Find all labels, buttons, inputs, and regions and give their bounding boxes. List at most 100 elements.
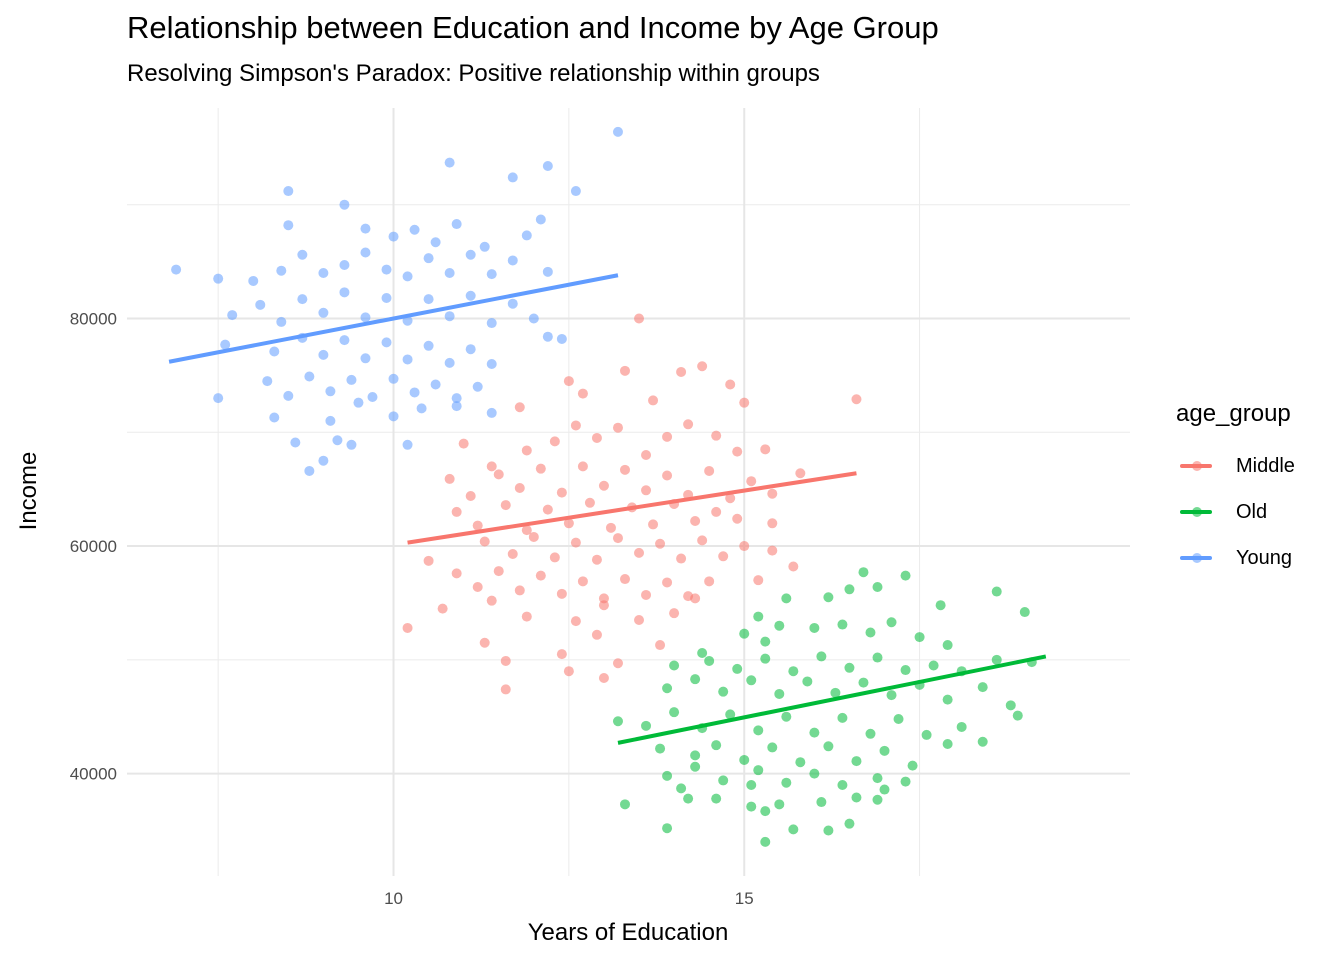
- data-point-middle: [493, 566, 504, 577]
- data-point-old: [872, 794, 883, 805]
- data-point-middle: [556, 649, 567, 660]
- data-point-middle: [549, 552, 560, 563]
- data-point-middle: [535, 570, 546, 581]
- trend-line-old: [617, 654, 1047, 745]
- data-point-old: [907, 760, 918, 771]
- data-point-middle: [619, 464, 630, 475]
- data-point-middle: [612, 533, 623, 544]
- data-point-old: [942, 640, 953, 651]
- data-point-old: [809, 727, 820, 738]
- data-point-old: [690, 750, 701, 761]
- data-point-old: [774, 688, 785, 699]
- data-point-middle: [563, 666, 574, 677]
- data-point-middle: [542, 504, 553, 515]
- data-point-old: [753, 611, 764, 622]
- data-point-old: [991, 654, 1002, 665]
- legend-item-old: Old: [1176, 497, 1267, 527]
- data-point-middle: [402, 622, 413, 633]
- data-point-young: [423, 253, 434, 264]
- data-point-old: [844, 818, 855, 829]
- data-point-young: [465, 249, 476, 260]
- data-point-middle: [655, 640, 666, 651]
- data-point-young: [360, 247, 371, 258]
- data-point-middle: [760, 444, 771, 455]
- data-point-middle: [619, 574, 630, 585]
- data-point-old: [886, 617, 897, 628]
- data-point-middle: [563, 376, 574, 387]
- data-point-old: [697, 647, 708, 658]
- data-point-middle: [641, 589, 652, 600]
- data-point-old: [683, 793, 694, 804]
- data-point-young: [220, 339, 231, 350]
- data-point-middle: [493, 469, 504, 480]
- data-point-old: [612, 716, 623, 727]
- data-point-old: [1019, 607, 1030, 618]
- data-point-middle: [753, 575, 764, 586]
- data-point-young: [269, 412, 280, 423]
- data-point-old: [690, 761, 701, 772]
- data-point-young: [318, 349, 329, 360]
- data-point-young: [304, 465, 315, 476]
- data-point-middle: [725, 493, 736, 504]
- data-point-old: [711, 740, 722, 751]
- data-point-young: [318, 267, 329, 278]
- data-point-middle: [598, 673, 609, 684]
- data-point-old: [767, 742, 778, 753]
- data-point-old: [893, 713, 904, 724]
- data-point-young: [304, 371, 315, 382]
- data-point-young: [528, 313, 539, 324]
- y-tick-label: 60000: [70, 537, 117, 556]
- data-point-old: [760, 653, 771, 664]
- data-point-old: [809, 622, 820, 633]
- data-point-old: [844, 662, 855, 673]
- data-point-middle: [528, 531, 539, 542]
- data-point-old: [781, 711, 792, 722]
- data-point-middle: [676, 553, 687, 564]
- data-point-old: [844, 584, 855, 595]
- data-point-middle: [634, 313, 645, 324]
- data-point-middle: [662, 431, 673, 442]
- data-point-middle: [444, 473, 455, 484]
- legend-item-young: Young: [1176, 543, 1292, 573]
- data-point-young: [486, 359, 497, 369]
- data-point-middle: [725, 379, 736, 390]
- data-point-young: [346, 439, 357, 450]
- data-point-old: [718, 686, 729, 697]
- data-point-middle: [648, 519, 659, 530]
- data-point-middle: [577, 576, 588, 587]
- data-point-young: [213, 273, 224, 284]
- data-point-old: [760, 636, 771, 647]
- data-point-old: [662, 683, 673, 694]
- data-point-old: [753, 765, 764, 776]
- legend-item-middle: Middle: [1176, 451, 1295, 481]
- data-point-old: [865, 627, 876, 638]
- data-point-old: [977, 736, 988, 747]
- data-point-middle: [605, 522, 616, 533]
- data-point-old: [760, 806, 771, 817]
- data-point-middle: [851, 394, 862, 405]
- data-point-middle: [662, 577, 673, 588]
- data-point-young: [444, 157, 455, 168]
- data-point-young: [339, 287, 350, 298]
- data-point-young: [276, 265, 287, 276]
- data-point-middle: [486, 461, 497, 472]
- legend-label-young: Young: [1236, 546, 1292, 569]
- data-point-young: [388, 373, 399, 384]
- data-point-middle: [514, 483, 525, 494]
- data-point-old: [802, 676, 813, 687]
- legend-label-old: Old: [1236, 500, 1268, 523]
- data-point-young: [269, 346, 280, 357]
- data-point-old: [732, 663, 743, 674]
- data-point-old: [739, 628, 750, 639]
- data-point-middle: [704, 465, 715, 476]
- data-point-middle: [521, 445, 532, 456]
- data-point-middle: [655, 538, 666, 549]
- data-point-middle: [500, 655, 511, 666]
- data-point-young: [507, 255, 518, 266]
- data-point-young: [409, 387, 420, 398]
- data-point-old: [823, 592, 834, 603]
- data-point-middle: [521, 525, 532, 536]
- data-point-middle: [549, 436, 560, 447]
- data-point-young: [276, 316, 287, 327]
- data-point-middle: [641, 485, 652, 496]
